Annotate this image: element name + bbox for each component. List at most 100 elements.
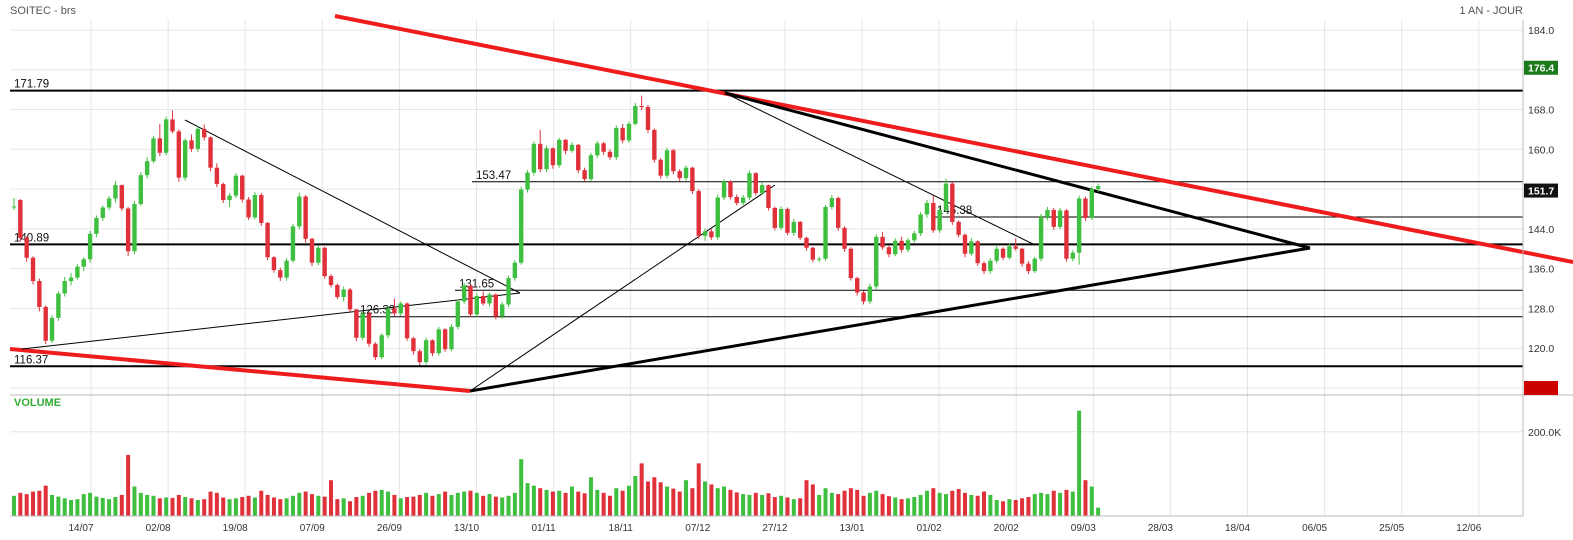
volume-bar xyxy=(214,492,219,516)
x-tick-label: 07/12 xyxy=(685,523,710,534)
volume-bar xyxy=(1089,486,1094,516)
candle-body xyxy=(37,281,42,307)
candle-body xyxy=(1000,248,1006,258)
y-tick-label: 136.0 xyxy=(1528,264,1554,276)
volume-bar xyxy=(246,495,251,516)
volume-bar xyxy=(449,494,454,516)
volume-bar xyxy=(576,491,581,516)
candle-body xyxy=(144,161,150,176)
candle-body xyxy=(151,138,156,162)
volume-bar xyxy=(1064,489,1069,516)
candle-body xyxy=(880,236,885,248)
volume-bar xyxy=(677,491,682,516)
candle-body xyxy=(11,206,17,208)
volume-bar xyxy=(918,494,923,516)
volume-bar xyxy=(278,499,283,516)
volume-bar xyxy=(722,486,727,516)
y-tick-label: 160.0 xyxy=(1528,144,1554,156)
candle-body xyxy=(227,195,232,201)
candle-body xyxy=(734,197,739,204)
candle-body xyxy=(766,185,771,208)
candle-body xyxy=(1064,210,1069,259)
y-tick-label: 128.0 xyxy=(1528,303,1554,315)
x-tick-label: 19/08 xyxy=(223,523,248,534)
candle-body xyxy=(753,173,758,194)
volume-bar xyxy=(271,497,276,516)
volume-bar xyxy=(867,492,872,516)
volume-bar xyxy=(18,492,23,516)
level-label: 153.47 xyxy=(476,170,511,182)
candle-body xyxy=(487,294,492,304)
x-tick-label: 28/03 xyxy=(1148,523,1173,534)
volume-bar xyxy=(1032,494,1037,516)
price-badge xyxy=(1524,381,1558,395)
volume-bar xyxy=(658,482,663,516)
x-tick-label: 13/10 xyxy=(454,523,479,534)
candle-body xyxy=(290,226,296,261)
volume-bar xyxy=(715,488,720,516)
volume-bar xyxy=(309,494,314,516)
volume-bar xyxy=(1013,500,1018,516)
candle-body xyxy=(614,127,619,158)
candle-body xyxy=(563,139,568,151)
support-resistance-levels: 171.79153.47146.38140.89131.65126.33116.… xyxy=(10,79,1523,368)
candle-body xyxy=(398,303,403,314)
candle-body xyxy=(829,198,835,207)
candle-body xyxy=(836,198,841,228)
candle-body xyxy=(75,266,80,278)
candle-body xyxy=(886,247,892,255)
trendline-thin xyxy=(469,184,776,392)
volume-bar xyxy=(785,497,790,516)
candle-body xyxy=(182,140,188,178)
candle-body xyxy=(202,128,207,138)
candle-body xyxy=(449,326,454,350)
volume-bar xyxy=(1051,490,1056,516)
candle-body xyxy=(702,231,708,236)
volume-bar xyxy=(943,494,948,516)
trendline-triangle-upper xyxy=(724,91,1311,250)
x-tick-label: 01/11 xyxy=(531,523,556,534)
candle-body xyxy=(1083,198,1088,218)
candle-body xyxy=(322,247,327,277)
y-tick-label: 120.0 xyxy=(1528,343,1554,355)
volume-bar xyxy=(411,496,416,516)
candle-body xyxy=(842,227,847,249)
volume-bar xyxy=(392,494,397,516)
volume-bar xyxy=(982,491,987,516)
candle-body xyxy=(335,285,340,297)
candle-body xyxy=(721,181,727,198)
volume-bar xyxy=(614,488,619,516)
volume-bar xyxy=(145,494,150,516)
candle-body xyxy=(683,167,689,179)
volume-bar xyxy=(550,491,555,516)
candle-body xyxy=(1045,209,1050,217)
candle-body xyxy=(861,292,866,302)
volume-bar xyxy=(1045,494,1050,516)
candle-body xyxy=(924,203,930,215)
volume-bar xyxy=(1020,498,1025,516)
candle-body xyxy=(576,144,581,171)
candle-body xyxy=(163,119,169,153)
candle-body xyxy=(1007,246,1012,258)
volume-bar xyxy=(829,492,834,516)
volume-title: VOLUME xyxy=(14,397,61,409)
candle-body xyxy=(867,286,873,302)
volume-bar xyxy=(950,490,955,516)
volume-bar xyxy=(88,492,93,516)
candle-body xyxy=(525,172,530,190)
candle-body xyxy=(221,184,226,201)
candle-body xyxy=(626,123,632,141)
candle-body xyxy=(1089,189,1094,218)
volume-bar xyxy=(500,497,505,516)
candle-body xyxy=(512,262,518,279)
candle-body xyxy=(132,204,137,252)
volume-bar xyxy=(690,488,695,516)
x-tick-label: 25/05 xyxy=(1379,523,1404,534)
candle-body xyxy=(791,221,797,233)
level-label: 146.38 xyxy=(937,205,972,217)
y-tick-label: 184.0 xyxy=(1528,25,1554,37)
volume-bar xyxy=(405,497,410,516)
volume-bar xyxy=(195,500,200,516)
candle-body xyxy=(506,278,511,305)
candle-body xyxy=(937,209,942,231)
